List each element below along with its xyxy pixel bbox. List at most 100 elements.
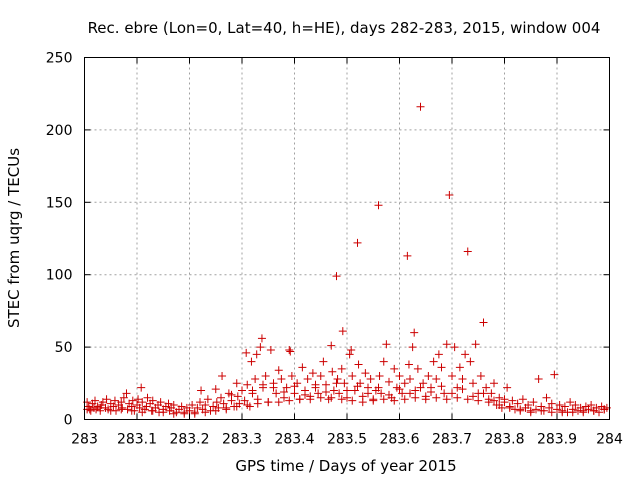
data-point xyxy=(343,393,351,402)
data-point xyxy=(410,328,419,337)
data-point xyxy=(469,392,477,401)
data-point xyxy=(243,401,252,410)
data-point xyxy=(445,191,454,200)
data-point xyxy=(211,385,220,394)
data-point xyxy=(558,408,567,417)
y-tick-label: 200 xyxy=(46,123,73,139)
data-point xyxy=(413,364,422,373)
x-tick-label: 283.4 xyxy=(274,432,314,448)
data-point xyxy=(285,396,294,405)
data-point xyxy=(382,340,391,349)
data-point xyxy=(322,380,330,389)
y-tick-label: 250 xyxy=(46,51,73,67)
data-point xyxy=(209,402,218,411)
data-point xyxy=(117,398,126,407)
data-point xyxy=(138,398,147,407)
data-point xyxy=(555,401,564,410)
data-point xyxy=(416,383,425,392)
data-point xyxy=(212,398,221,407)
data-point xyxy=(269,383,278,392)
data-point xyxy=(487,389,496,398)
data-point xyxy=(188,401,197,410)
data-point xyxy=(571,401,580,410)
data-point xyxy=(128,396,137,405)
data-point xyxy=(579,406,588,415)
data-point xyxy=(600,405,609,414)
data-point xyxy=(408,343,417,352)
data-point xyxy=(251,374,260,383)
y-tick-label: 50 xyxy=(55,340,73,356)
data-point xyxy=(461,350,470,359)
y-axis-label: STEC from uqrg / TECUs xyxy=(5,148,23,328)
data-point xyxy=(238,386,246,395)
data-point xyxy=(259,380,267,389)
data-point xyxy=(143,393,152,402)
data-point xyxy=(479,318,488,327)
data-point xyxy=(437,382,446,391)
data-point xyxy=(337,395,346,404)
data-point xyxy=(524,401,533,410)
data-point xyxy=(332,379,341,388)
data-point xyxy=(85,405,94,414)
data-point xyxy=(505,403,514,412)
data-point xyxy=(253,399,262,408)
data-point xyxy=(534,374,543,383)
data-point xyxy=(427,387,435,396)
data-point xyxy=(256,343,265,352)
data-point xyxy=(479,389,488,398)
data-point xyxy=(196,398,204,407)
data-point xyxy=(542,393,551,402)
x-tick-label: 283.7 xyxy=(432,432,472,448)
data-point xyxy=(471,340,480,349)
data-point xyxy=(400,395,409,404)
data-point xyxy=(290,382,299,391)
data-point xyxy=(385,377,393,386)
data-point xyxy=(169,409,178,418)
x-tick-label: 283 xyxy=(71,432,98,448)
data-point xyxy=(448,372,456,381)
data-point xyxy=(547,408,556,417)
data-point xyxy=(311,380,320,389)
data-point xyxy=(354,360,363,369)
data-point xyxy=(135,403,144,412)
data-point xyxy=(327,341,336,350)
data-point xyxy=(137,383,146,392)
data-point xyxy=(364,389,372,398)
data-point xyxy=(490,379,498,388)
y-tick-label: 0 xyxy=(64,413,73,429)
x-tick-labels: 283 283.1 283.2 283.3 283.4 283.5 283.6 283.7 28… xyxy=(71,432,623,448)
data-point xyxy=(532,405,540,414)
data-point xyxy=(264,398,273,407)
data-point xyxy=(495,401,504,410)
data-point xyxy=(390,396,399,405)
data-point xyxy=(247,357,256,366)
data-point xyxy=(91,396,99,405)
data-point xyxy=(306,395,315,404)
data-point xyxy=(411,393,420,402)
x-axis-label: GPS time / Days of year 2015 xyxy=(235,457,456,475)
data-point xyxy=(266,345,275,354)
x-tick-label: 283.9 xyxy=(537,432,577,448)
data-point xyxy=(353,238,362,247)
data-point xyxy=(568,408,577,417)
data-point xyxy=(453,383,462,392)
y-tick-label: 150 xyxy=(46,195,73,211)
grid xyxy=(84,57,610,420)
data-point xyxy=(134,395,143,404)
data-point xyxy=(406,374,414,383)
data-point xyxy=(219,399,228,408)
data-point xyxy=(240,396,249,405)
data-point xyxy=(138,408,147,417)
data-point xyxy=(406,389,414,398)
data-point xyxy=(516,405,525,414)
x-tick-label: 283.1 xyxy=(117,432,157,448)
data-point xyxy=(469,379,477,388)
x-tick-label: 283.5 xyxy=(327,432,367,448)
data-point xyxy=(295,395,304,404)
data-point xyxy=(261,372,270,381)
data-point xyxy=(332,272,341,281)
data-point xyxy=(201,401,210,410)
data-point xyxy=(353,382,362,391)
data-point xyxy=(518,395,527,404)
data-point xyxy=(463,247,472,256)
